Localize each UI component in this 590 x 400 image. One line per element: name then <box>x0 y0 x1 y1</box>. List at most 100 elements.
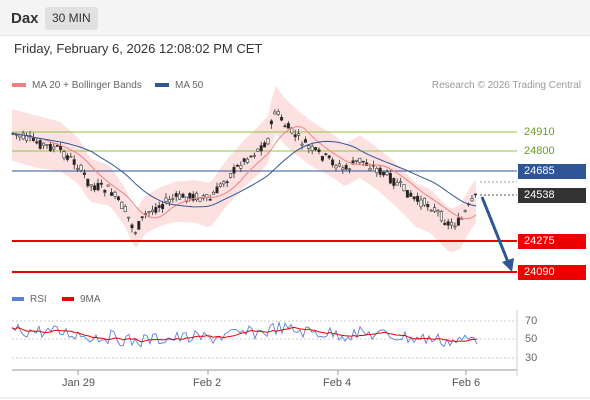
candle-body <box>174 193 178 197</box>
candle-body <box>195 192 199 201</box>
support-1-badge: 24275 <box>518 234 586 249</box>
candle-body <box>368 168 372 171</box>
candle-body <box>470 198 474 202</box>
candle-body <box>103 190 107 193</box>
candle-body <box>314 147 318 151</box>
candle-body <box>208 198 212 201</box>
candle-body <box>35 141 39 144</box>
candle-body <box>21 132 25 140</box>
rsi-ma-legend: 9MA <box>62 294 101 305</box>
candle-body <box>259 145 263 152</box>
candle-body <box>354 159 358 162</box>
candle-body <box>266 138 270 145</box>
candle-body <box>212 192 216 195</box>
candle-body <box>99 182 103 185</box>
candle-body <box>388 173 392 184</box>
candle-body <box>198 197 202 202</box>
candle-body <box>293 134 297 138</box>
candle-body <box>178 193 182 200</box>
candle-body <box>106 184 110 187</box>
candle-body <box>246 158 250 163</box>
support-2-badge: 24090 <box>518 265 586 280</box>
candle-body <box>140 216 144 219</box>
candle-body <box>72 159 76 165</box>
rsi-panel <box>11 320 517 359</box>
candle-body <box>157 205 161 208</box>
candle-body <box>283 125 287 128</box>
candle-body <box>416 195 420 202</box>
candle-body <box>229 173 233 178</box>
candle-body <box>144 213 148 215</box>
x-label-feb6: Feb 6 <box>452 377 481 389</box>
candle-body <box>188 193 192 199</box>
bollinger-band-area <box>12 86 476 253</box>
x-label-feb4: Feb 4 <box>323 377 352 389</box>
candle-body <box>399 181 403 184</box>
candle-body <box>436 210 440 213</box>
candle-body <box>93 185 97 191</box>
x-label-feb2: Feb 2 <box>193 377 222 389</box>
candle-body <box>25 134 29 141</box>
rsi-ma-legend-label: 9MA <box>80 294 101 305</box>
candle-body <box>439 211 443 222</box>
candle-body <box>127 216 131 219</box>
last-price-badge: 24538 <box>518 188 586 203</box>
rsi-legend-label: RSI <box>30 294 47 305</box>
candle-body <box>422 197 426 206</box>
candle-body <box>76 167 80 170</box>
candle-body <box>433 207 437 212</box>
candle-body <box>154 207 158 213</box>
candle-body <box>215 186 219 194</box>
candle-body <box>409 192 413 197</box>
candle-body <box>286 123 290 129</box>
moving-averages <box>11 126 514 272</box>
x-label-jan29: Jan 29 <box>62 377 96 389</box>
legend-ma20: MA 20 + Bollinger Bands <box>12 80 142 91</box>
candle-body <box>327 155 331 159</box>
candle-body <box>303 139 307 143</box>
candle-body <box>297 133 301 136</box>
candle-body <box>116 196 120 201</box>
candle-body <box>218 183 222 187</box>
candle-body <box>263 142 267 148</box>
candle-body <box>133 232 137 235</box>
candle-body <box>171 198 175 200</box>
candle-body <box>341 167 345 170</box>
candle-body <box>348 168 352 171</box>
candle-body <box>307 145 311 149</box>
candle-body <box>150 209 154 212</box>
candle-body <box>334 165 338 169</box>
candle-body <box>48 144 52 152</box>
candle-body <box>361 160 365 163</box>
candle-body <box>412 196 416 200</box>
candle-body <box>42 142 46 146</box>
candle-body <box>463 210 467 213</box>
candle-body <box>137 221 141 230</box>
candle-body <box>38 140 42 149</box>
symbol-name: Dax <box>11 10 39 27</box>
credit-text: Research © 2026 Trading Central <box>431 80 581 91</box>
candle-body <box>402 183 406 192</box>
candle-body <box>96 182 100 191</box>
candle-body <box>161 203 165 209</box>
candle-body <box>167 199 171 203</box>
candle-body <box>365 162 369 166</box>
candle-body <box>392 178 396 186</box>
timeframe-button[interactable]: 30 MIN <box>45 7 98 30</box>
rsi-tick-70: 70 <box>525 315 538 327</box>
resistance-1-label: 24800 <box>524 145 555 157</box>
candle-body <box>473 193 477 196</box>
candle-body <box>82 172 86 175</box>
candle-body <box>256 148 260 152</box>
candle-body <box>45 144 49 146</box>
candle-body <box>450 222 454 226</box>
candle-body <box>191 193 195 201</box>
candle-body <box>249 155 253 158</box>
legend-ma50-label: MA 50 <box>175 80 204 91</box>
candle-body <box>52 146 56 150</box>
candle-body <box>405 190 409 198</box>
rsi-swatch <box>12 297 24 302</box>
candle-body <box>395 182 399 186</box>
candle-body <box>184 196 188 202</box>
